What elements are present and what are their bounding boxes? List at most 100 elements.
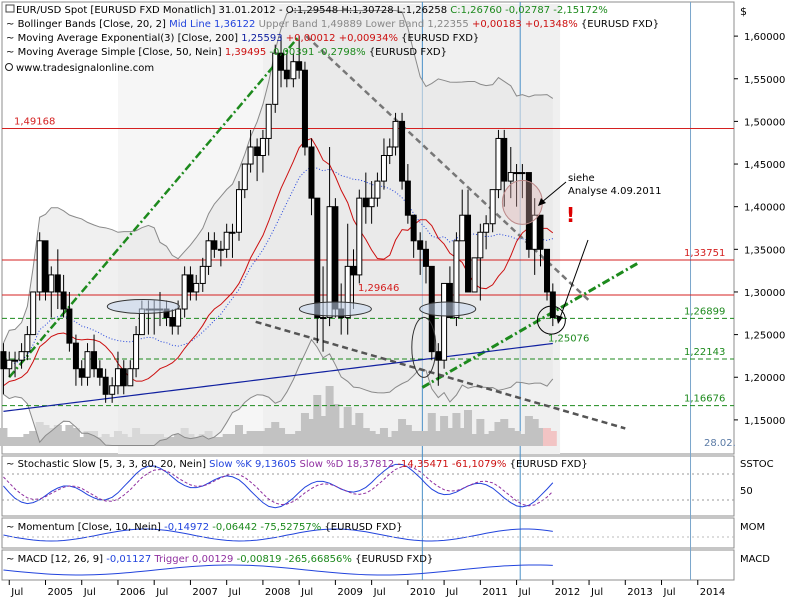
candle-body: [501, 137, 508, 182]
volume-bar: [500, 419, 509, 446]
candle-body: [229, 231, 236, 234]
candle-body: [205, 240, 212, 267]
candle-body: [102, 376, 109, 395]
candle-body: [54, 274, 61, 293]
sma-50-line: [3, 137, 554, 387]
subpanel-titles: ~ Stochastic Slow [5, 3, 3, 80, 20, Nein…: [6, 459, 774, 565]
collapse-icon[interactable]: [5, 4, 15, 13]
volume-bar: [530, 419, 539, 446]
stoch-d-line: [3, 465, 554, 507]
candle-body: [72, 342, 79, 370]
horizontal-levels: 1,49168 1,33751 1,29646 1,26899 1,22143 1,166…: [2, 116, 734, 407]
candle-body: [114, 368, 121, 387]
candle-body: [386, 146, 393, 157]
candle-body: [459, 214, 466, 242]
level-label: 1,49168: [14, 116, 55, 127]
candle-body: [374, 180, 381, 199]
candle-body: [120, 368, 127, 387]
candle-body: [24, 334, 31, 353]
header-line-price: EUR/USD Spot [EURUSD FXD Monatlich] 31.0…: [16, 5, 608, 16]
volume-bar: [331, 404, 340, 446]
x-tick-label: Jul: [83, 587, 96, 598]
date-label: 28.02.: [704, 438, 736, 449]
axes: 1,15000 1,20000 1,25000 1,30000 1,35000 1,400…: [8, 32, 785, 598]
volume-bar: [361, 428, 370, 446]
bollinger-fill: [3, 10, 553, 446]
candle-body: [483, 223, 490, 233]
volume-bar: [295, 431, 304, 446]
volume-bar: [90, 431, 99, 446]
candle-body: [109, 385, 116, 395]
volume-bar: [445, 428, 454, 446]
volume-bar: [403, 425, 412, 446]
volume-bar: [367, 431, 376, 446]
x-tick-label: Jul: [373, 587, 386, 598]
level-label: 1,26899: [684, 306, 725, 317]
candle-body: [422, 248, 429, 267]
moving-averages: [3, 137, 554, 412]
candle-body: [96, 368, 103, 378]
candle-body: [507, 172, 514, 182]
candle-body: [471, 257, 478, 293]
x-tick-label: 2009: [337, 587, 362, 598]
candle-body: [278, 52, 285, 71]
stoch-k-line: [3, 463, 554, 509]
volume-bar: [440, 416, 449, 446]
volume-bar: [5, 437, 14, 446]
chart-header: EUR/USD Spot [EURUSD FXD Monatlich] 31.0…: [5, 4, 747, 74]
volume-bar: [464, 410, 473, 446]
candle-body: [301, 69, 308, 148]
mom-title: ~ Momentum [Close, 10, Nein] -0,14972 -0…: [6, 522, 403, 533]
y-tick-label: 1,50000: [744, 117, 785, 128]
volume-bar: [343, 407, 352, 446]
candle-body: [217, 248, 224, 251]
stoch-tick-50: 50: [740, 486, 753, 497]
candle-body: [296, 61, 303, 71]
indicator-lines: [2, 463, 734, 576]
candle-body: [175, 308, 182, 327]
currency-label: $: [740, 5, 747, 18]
volume-bar: [289, 434, 298, 446]
macd-line: [3, 564, 553, 576]
volume-bar: [421, 431, 430, 446]
support-ellipse: [106, 298, 180, 314]
x-tick-label: Jul: [228, 587, 241, 598]
volume-bar: [307, 419, 316, 446]
candle-body: [254, 146, 261, 157]
ema-200-line: [3, 342, 553, 412]
candle-body: [417, 240, 424, 250]
candle-body: [6, 359, 13, 370]
x-tick-label: Jul: [518, 587, 531, 598]
volume-bar: [23, 434, 32, 446]
candle-body: [537, 214, 544, 250]
candle-body: [453, 240, 460, 319]
candle-body: [169, 317, 176, 327]
volume-bar: [246, 431, 255, 446]
candle-body: [399, 120, 406, 182]
current-circle: [536, 305, 566, 335]
volume-bar: [192, 437, 201, 446]
volume-bar: [300, 413, 309, 446]
x-tick-label: 2012: [555, 587, 580, 598]
bollinger-upper-line: [2, 10, 554, 344]
header-line-ema: ~ Moving Average Exponential(3) [Close, …: [6, 33, 479, 44]
candle-body: [235, 189, 242, 233]
candle-body: [42, 240, 49, 293]
volume-bar: [168, 437, 177, 446]
level-label: 1,16676: [684, 394, 725, 405]
candle-body: [12, 359, 19, 362]
volume-bar: [452, 413, 461, 446]
mom-panel-frame: [1, 517, 735, 549]
candle-body: [283, 69, 290, 80]
candle-body: [544, 248, 551, 293]
candle-body: [446, 282, 453, 319]
bollinger-bands: [2, 10, 554, 446]
mom-tag: MOM: [740, 522, 765, 533]
volume-bar: [458, 428, 467, 446]
support-ellipse: [419, 301, 477, 317]
volume-bar: [271, 422, 280, 446]
candle-body: [211, 240, 218, 250]
volume-bar: [398, 419, 407, 446]
